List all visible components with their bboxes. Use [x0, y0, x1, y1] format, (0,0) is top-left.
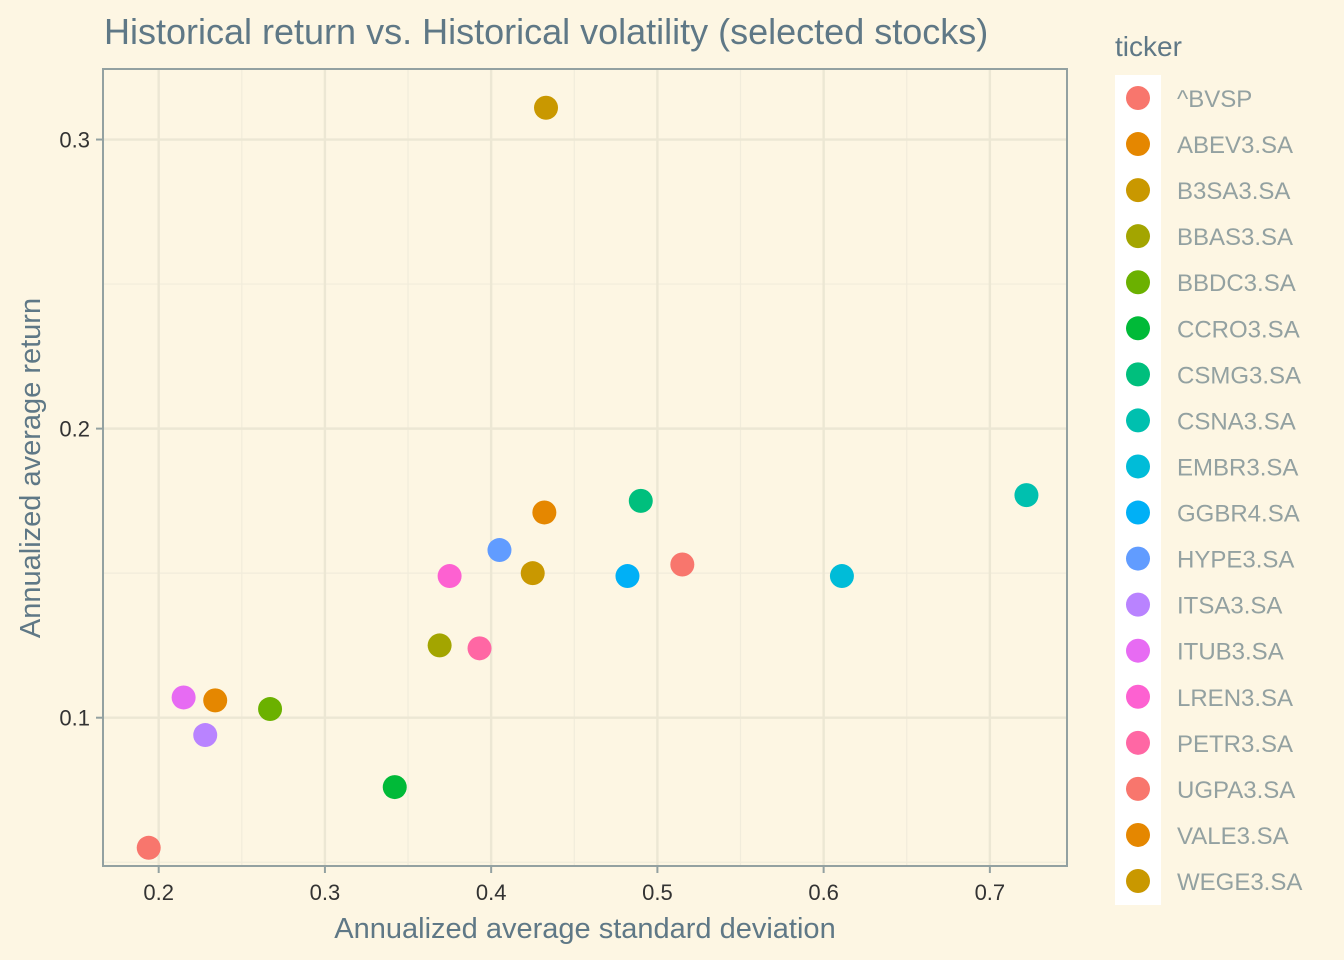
legend-title: ticker	[1115, 31, 1182, 62]
legend-key	[1126, 86, 1150, 110]
y-axis-ticks: 0.1 0.2 0.3	[59, 128, 103, 731]
legend-key	[1126, 546, 1150, 571]
legend-key	[1126, 500, 1150, 525]
minor-gridlines	[103, 69, 1067, 866]
legend-key	[1126, 776, 1150, 801]
data-point	[258, 697, 283, 722]
legend-label: BBDC3.SA	[1177, 270, 1296, 297]
legend-label: ABEV3.SA	[1177, 132, 1293, 159]
data-point	[534, 95, 559, 120]
data-point	[628, 488, 653, 513]
data-point	[467, 636, 492, 661]
legend-key	[1126, 638, 1150, 663]
legend-key	[1126, 822, 1150, 847]
y-tick-label: 0.2	[59, 417, 90, 442]
y-tick-label: 0.3	[59, 128, 90, 153]
legend-label: ITUB3.SA	[1177, 639, 1284, 666]
chart-title: Historical return vs. Historical volatil…	[104, 11, 988, 52]
data-point	[171, 685, 196, 710]
plot-background	[103, 69, 1067, 866]
data-point	[532, 500, 557, 525]
legend-label: HYPE3.SA	[1177, 547, 1294, 574]
data-point	[1014, 483, 1039, 508]
legend: ticker ^BVSP ABEV3.SA B3SA3.SA BBAS3.SA BBDC…	[1115, 31, 1302, 905]
data-point	[193, 723, 218, 748]
legend-items: ^BVSP ABEV3.SA B3SA3.SA BBAS3.SA BBDC3.SA CCR…	[1126, 86, 1302, 896]
legend-key	[1126, 270, 1150, 295]
legend-label: BBAS3.SA	[1177, 224, 1293, 251]
x-axis-title: Annualized average standard deviation	[334, 913, 835, 945]
legend-label: LREN3.SA	[1177, 685, 1293, 712]
legend-label: B3SA3.SA	[1177, 178, 1290, 205]
data-point	[670, 552, 695, 577]
legend-label: EMBR3.SA	[1177, 454, 1298, 481]
x-axis-ticks: 0.2 0.3 0.4 0.5 0.6 0.7	[143, 866, 1005, 905]
data-point	[203, 688, 228, 713]
data-point	[829, 564, 854, 589]
data-points	[136, 95, 1039, 860]
legend-label: GGBR4.SA	[1177, 501, 1300, 528]
x-tick-label: 0.3	[310, 880, 341, 905]
x-tick-label: 0.2	[143, 880, 174, 905]
legend-key	[1126, 869, 1150, 893]
legend-label: WEGE3.SA	[1177, 869, 1302, 896]
y-axis-title: Annualized average return	[15, 298, 47, 638]
major-gridlines	[103, 69, 1067, 866]
y-tick-label: 0.1	[59, 706, 90, 731]
legend-key	[1126, 730, 1150, 755]
x-tick-label: 0.5	[642, 880, 673, 905]
data-point	[427, 633, 452, 658]
legend-key	[1126, 684, 1150, 709]
legend-label: CSMG3.SA	[1177, 362, 1301, 389]
legend-label: PETR3.SA	[1177, 731, 1293, 758]
plot-panel	[102, 68, 1068, 867]
legend-key	[1126, 224, 1150, 249]
legend-key	[1126, 592, 1150, 617]
legend-key	[1126, 362, 1150, 387]
legend-key	[1126, 454, 1150, 479]
legend-label: ^BVSP	[1177, 86, 1252, 113]
data-point	[437, 564, 462, 589]
x-tick-label: 0.4	[476, 880, 507, 905]
x-tick-label: 0.6	[808, 880, 839, 905]
data-point	[520, 561, 545, 586]
legend-key	[1126, 132, 1150, 157]
x-tick-label: 0.7	[975, 880, 1006, 905]
legend-label: VALE3.SA	[1177, 823, 1289, 850]
legend-key	[1126, 408, 1150, 433]
plot-border	[102, 68, 1068, 867]
legend-label: ITSA3.SA	[1177, 593, 1282, 620]
data-point	[382, 775, 407, 800]
legend-label: CCRO3.SA	[1177, 316, 1300, 343]
legend-key	[1126, 316, 1150, 341]
legend-label: UGPA3.SA	[1177, 777, 1295, 804]
data-point	[487, 538, 512, 563]
data-point	[615, 564, 640, 589]
legend-label: CSNA3.SA	[1177, 408, 1296, 435]
legend-key	[1126, 178, 1150, 203]
legend-key-background	[1115, 75, 1161, 905]
data-point	[136, 835, 161, 860]
